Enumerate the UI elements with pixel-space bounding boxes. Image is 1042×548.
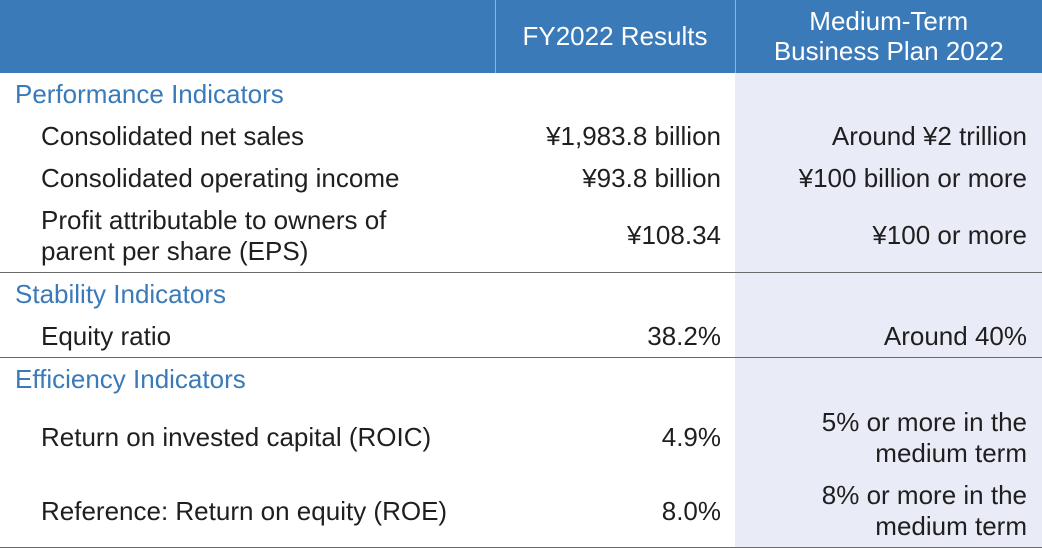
section-title: Stability Indicators (15, 278, 226, 309)
row-result: 38.2% (495, 315, 735, 358)
row-label: Reference: Return on equity (ROE) (0, 475, 495, 548)
table-row: Reference: Return on equity (ROE) 8.0% 8… (0, 475, 1042, 548)
plan-cell (735, 272, 1042, 315)
row-label-line2: parent per share (EPS) (41, 235, 309, 266)
row-plan-line2: medium term (875, 437, 1027, 468)
table-row: Consolidated net sales ¥1,983.8 billion … (0, 115, 1042, 157)
section-title: Efficiency Indicators (15, 363, 246, 394)
row-plan: Around ¥2 trillion (735, 115, 1042, 157)
table-header: FY2022 Results Medium-Term Business Plan… (0, 0, 1042, 73)
section-performance: Performance Indicators (0, 73, 1042, 115)
row-result: ¥108.34 (495, 199, 735, 273)
header-plan-line1: Medium-Term (809, 5, 969, 36)
row-plan: 5% or more in the medium term (735, 400, 1042, 475)
table-row: Profit attributable to owners of parent … (0, 199, 1042, 273)
row-result: ¥93.8 billion (582, 162, 721, 193)
row-result: ¥1,983.8 billion (546, 120, 721, 151)
row-label: Equity ratio (0, 315, 495, 358)
section-title: Performance Indicators (15, 78, 284, 109)
row-plan: ¥100 or more (735, 199, 1042, 273)
row-plan-line1: 8% or more in the (821, 480, 1027, 511)
row-plan-line2: medium term (875, 511, 1027, 541)
row-label: Consolidated net sales (41, 120, 305, 151)
plan-cell (735, 357, 1042, 400)
table-row: Consolidated operating income ¥93.8 bill… (0, 157, 1042, 199)
header-results: FY2022 Results (495, 0, 736, 73)
row-plan: ¥100 billion or more (735, 157, 1042, 199)
row-label: Return on invested capital (ROIC) (41, 422, 432, 453)
row-result: 8.0% (495, 475, 735, 548)
header-blank-cell (0, 0, 496, 73)
section-stability: Stability Indicators (0, 272, 1042, 315)
row-plan: Around 40% (735, 315, 1042, 358)
table-row: Equity ratio 38.2% Around 40% (0, 315, 1042, 358)
row-label: Profit attributable to owners of parent … (0, 199, 495, 273)
row-result: 4.9% (661, 422, 721, 453)
section-efficiency: Efficiency Indicators (0, 357, 1042, 400)
header-plan-line2: Business Plan 2022 (773, 35, 1004, 66)
row-plan: 8% or more in the medium term (735, 475, 1042, 548)
row-label-line1: Profit attributable to owners of (41, 204, 387, 235)
row-plan-line1: 5% or more in the (821, 406, 1027, 437)
plan-cell (735, 73, 1042, 115)
header-plan: Medium-Term Business Plan 2022 (735, 0, 1042, 73)
table-row: Return on invested capital (ROIC) 4.9% 5… (0, 400, 1042, 475)
row-label: Consolidated operating income (41, 162, 400, 193)
